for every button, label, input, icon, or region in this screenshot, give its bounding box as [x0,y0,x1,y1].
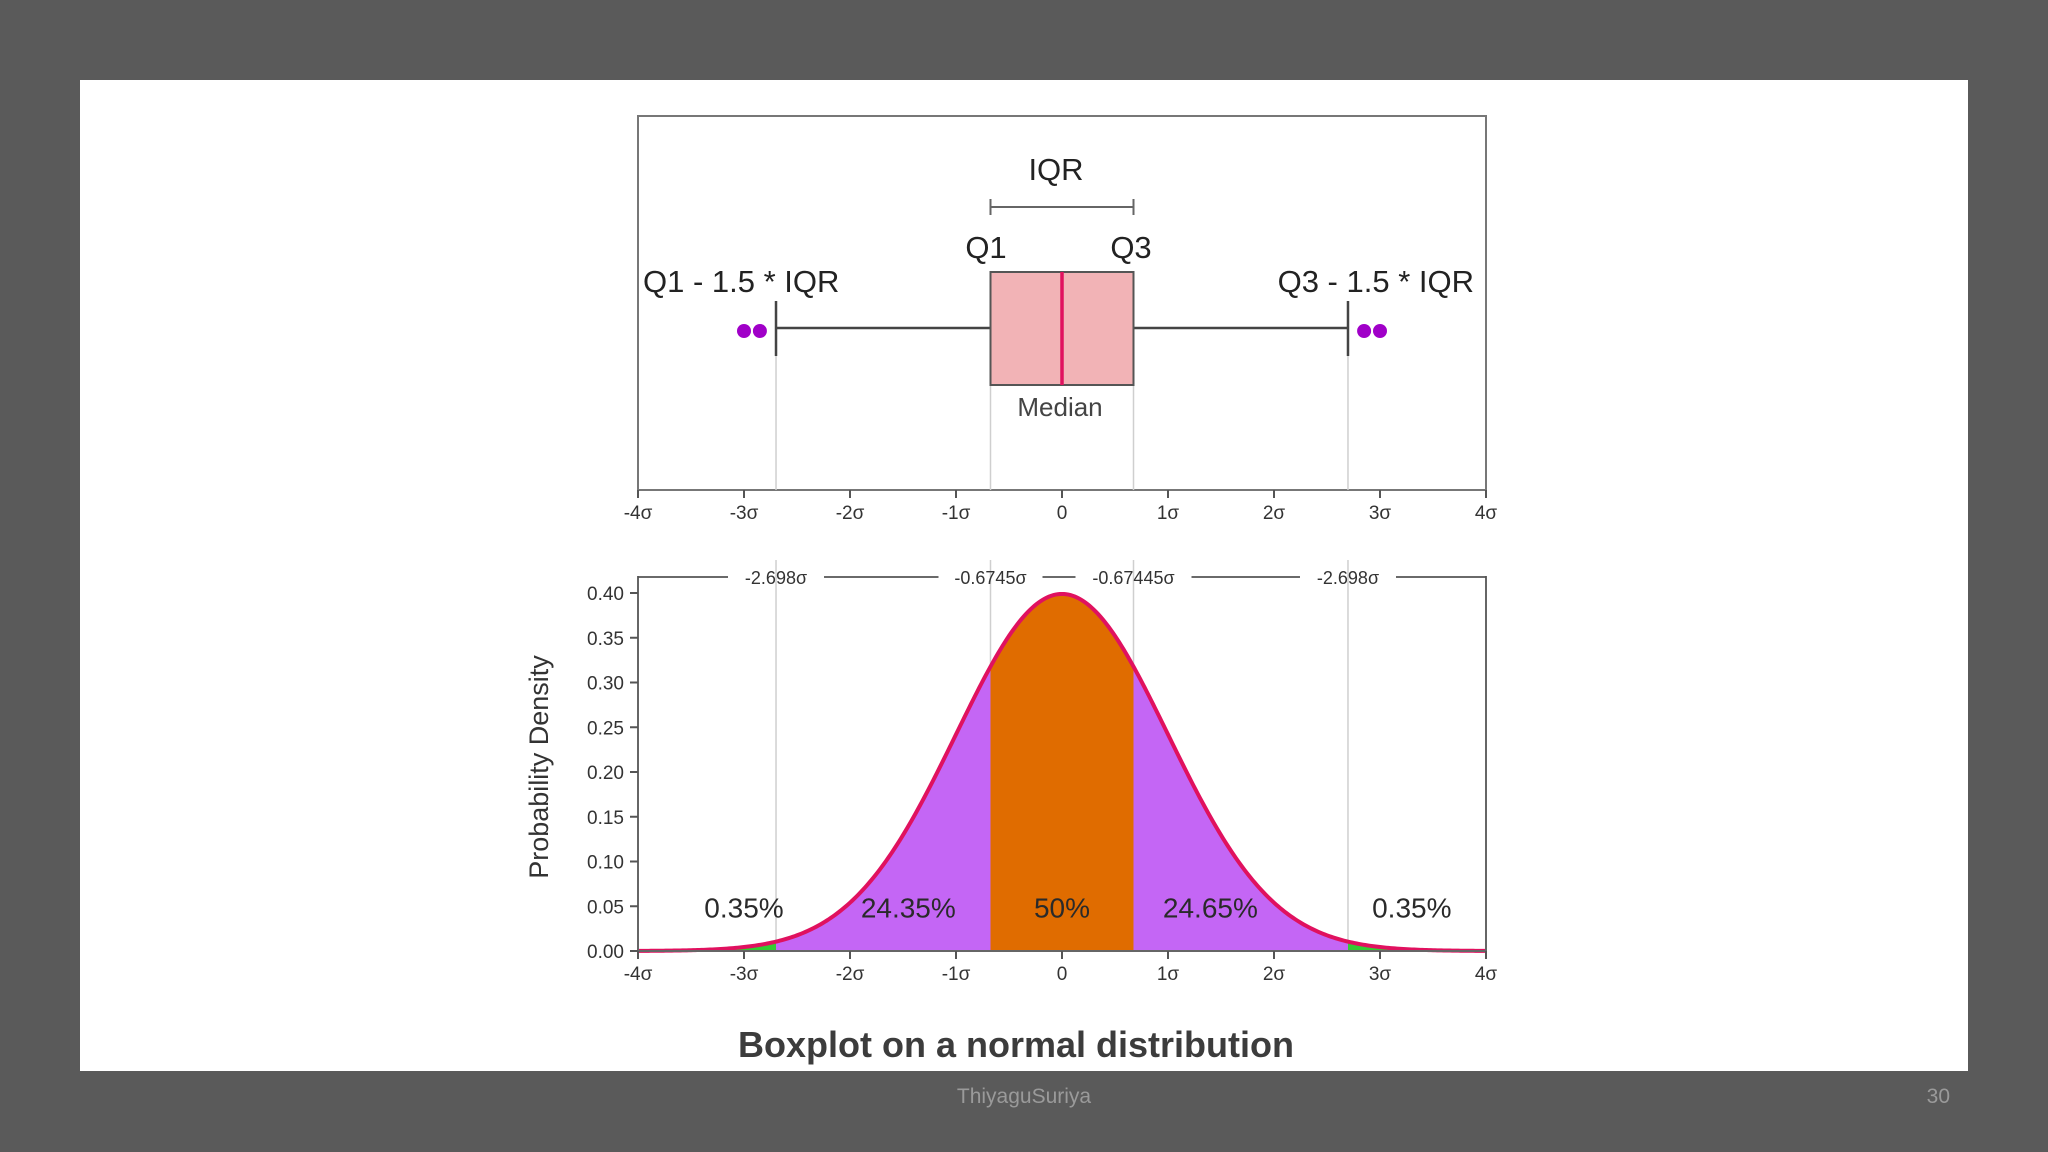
top-marker-label: -2.698σ [1317,568,1379,588]
top-marker-label: -2.698σ [745,568,807,588]
x-tick-label: 2σ [1263,503,1286,524]
y-tick-label: 0.35 [587,629,624,650]
x-tick-label: 4σ [1475,964,1498,985]
x-tick-label: 3σ [1369,503,1392,524]
x-tick-label: 1σ [1157,964,1180,985]
page-number: 30 [1926,1085,1950,1108]
x-tick-label: -4σ [624,964,653,985]
region-percent-label: 24.65% [1163,892,1258,923]
region-percent-label: 24.35% [861,892,956,923]
density-region [776,666,991,951]
y-tick-label: 0.30 [587,674,624,695]
boxplot-x-axis: -4σ -3σ -2σ -1σ 0 1σ 2σ 3σ 4σ [624,490,1498,524]
y-tick-label: 0.00 [587,942,624,963]
x-tick-label: -1σ [942,964,971,985]
density-panel: -2.698σ -0.6745σ -0.67445σ -2.698σ 0.35% 24.… [524,560,1497,1065]
footer-author: ThiyaguSuriya [956,1085,1092,1108]
boxplot-panel: -4σ -3σ -2σ -1σ 0 1σ 2σ 3σ 4σ IQR Q1 Q3 Q1 - 1.5… [624,115,1498,524]
top-marker-label: -0.67445σ [1092,568,1174,588]
x-tick-label: 1σ [1157,503,1180,524]
density-y-axis-title: Probability Density [524,655,554,879]
y-tick-label: 0.10 [587,853,624,874]
boxplot-body [737,199,1387,386]
region-percent-label: 0.35% [1372,892,1451,923]
lower-fence-label: Q1 - 1.5 * IQR [643,264,839,299]
outlier-point [737,324,751,338]
density-x-axis: -4σ -3σ -2σ -1σ 0 1σ 2σ 3σ 4σ [624,951,1498,985]
q1-label: Q1 [965,230,1006,265]
outlier-point [1357,324,1372,338]
density-region [1133,666,1348,951]
density-y-axis: 0.00 0.05 0.10 0.15 0.20 0.25 0.30 0.35 0.40 [587,584,638,963]
y-tick-label: 0.25 [587,718,624,739]
upper-fence-label: Q3 - 1.5 * IQR [1278,264,1474,299]
iqr-label: IQR [1028,152,1083,187]
x-tick-label: 2σ [1263,964,1286,985]
q3-label: Q3 [1110,230,1151,265]
y-tick-label: 0.40 [587,584,624,605]
chart-title: Boxplot on a normal distribution [738,1024,1294,1065]
density-top-markers: -2.698σ -0.6745σ -0.67445σ -2.698σ [638,568,1486,588]
density-region [990,593,1134,951]
region-percent-label: 50% [1034,892,1090,923]
median-label: Median [1017,392,1102,422]
x-tick-label: -4σ [624,503,653,524]
top-marker-label: -0.6745σ [954,568,1026,588]
x-tick-label: -3σ [730,503,759,524]
x-tick-label: -2σ [836,503,865,524]
region-percent-label: 0.35% [704,892,783,923]
x-tick-label: -3σ [730,964,759,985]
x-tick-label: -1σ [942,503,971,524]
x-tick-label: -2σ [836,964,865,985]
density-curve [637,591,1487,953]
x-tick-label: 3σ [1369,964,1392,985]
x-tick-label: 4σ [1475,503,1498,524]
density-region-labels: 0.35% 24.35% 50% 24.65% 0.35% [704,892,1451,923]
y-tick-label: 0.15 [587,808,624,829]
outlier-point [1373,324,1387,338]
y-tick-label: 0.05 [587,897,624,918]
y-tick-label: 0.20 [587,763,624,784]
x-tick-label: 0 [1057,503,1068,524]
outlier-point [752,324,767,338]
x-tick-label: 0 [1057,964,1068,985]
